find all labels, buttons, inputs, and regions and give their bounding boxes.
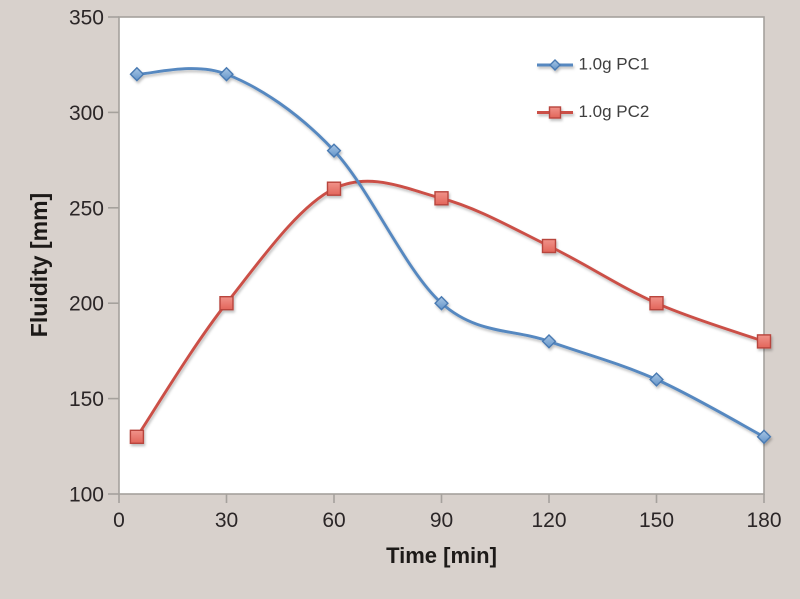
svg-text:90: 90 <box>430 509 453 532</box>
svg-text:250: 250 <box>69 197 104 220</box>
svg-text:180: 180 <box>746 509 781 532</box>
svg-text:100: 100 <box>69 484 104 507</box>
svg-text:Fluidity [mm]: Fluidity [mm] <box>26 193 52 337</box>
svg-text:30: 30 <box>215 509 238 532</box>
svg-text:150: 150 <box>69 388 104 411</box>
svg-text:200: 200 <box>69 293 104 316</box>
svg-text:120: 120 <box>531 509 566 532</box>
svg-text:150: 150 <box>639 509 674 532</box>
svg-text:Time [min]: Time [min] <box>386 543 497 568</box>
svg-text:60: 60 <box>322 509 345 532</box>
svg-text:350: 350 <box>69 7 104 30</box>
svg-text:1.0g PC1: 1.0g PC1 <box>579 55 650 74</box>
svg-text:300: 300 <box>69 102 104 125</box>
svg-text:1.0g PC2: 1.0g PC2 <box>579 102 650 121</box>
svg-text:0: 0 <box>113 509 125 532</box>
